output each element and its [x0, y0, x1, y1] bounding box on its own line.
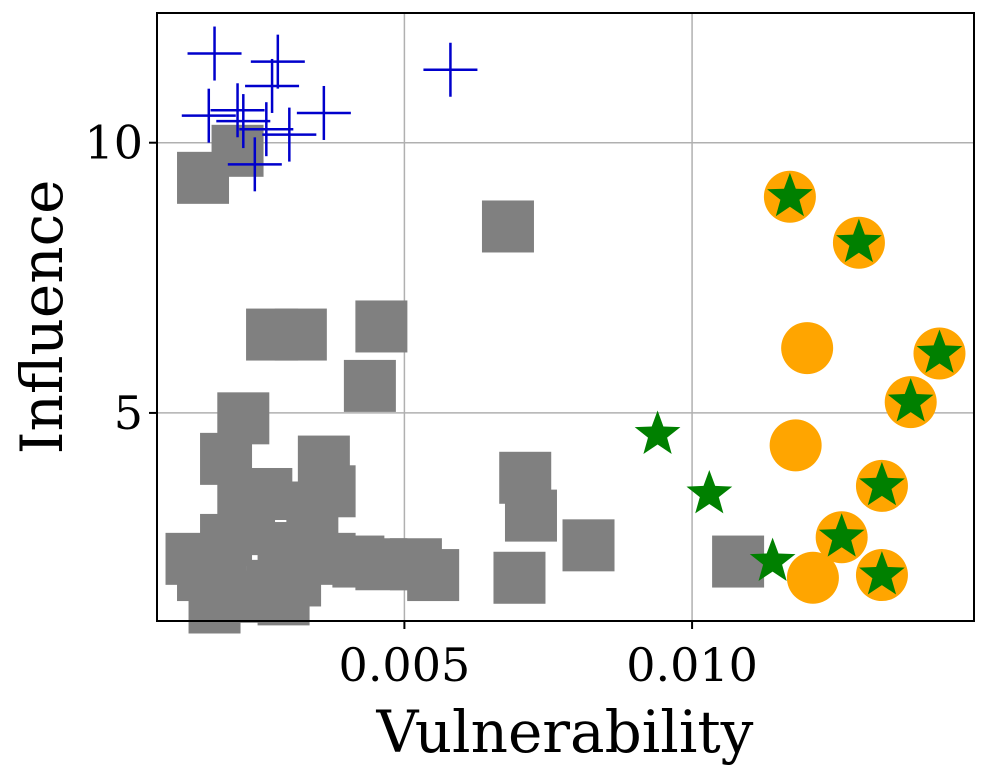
y-tick-label: 5 — [114, 386, 143, 440]
cross-point — [250, 34, 305, 89]
plot-frame — [156, 12, 975, 622]
star-point — [686, 470, 733, 514]
y-axis-label: Influence — [8, 180, 76, 455]
star-point — [916, 329, 963, 373]
series-plus — [181, 26, 478, 192]
circle-point — [769, 419, 822, 472]
cross-point — [262, 107, 317, 162]
series-square — [165, 124, 765, 634]
cross-point — [423, 42, 478, 97]
star-point — [767, 172, 813, 217]
cross-point — [187, 26, 242, 81]
square-point — [257, 573, 310, 626]
star-point — [887, 378, 934, 422]
cross-point — [181, 88, 236, 143]
square-point — [343, 359, 396, 412]
star-point — [859, 551, 905, 595]
cross-point — [245, 58, 300, 113]
cross-point — [216, 94, 271, 149]
square-point — [481, 200, 534, 253]
square-point — [562, 519, 615, 572]
cross-point — [296, 85, 351, 140]
circle-point — [781, 322, 834, 375]
cross-point — [227, 137, 282, 192]
x-axis-label: Vulnerability — [376, 698, 754, 766]
square-point — [407, 549, 460, 602]
star-point — [749, 537, 796, 581]
square-point — [188, 581, 241, 634]
star-point — [836, 218, 882, 263]
marks-layer — [165, 26, 966, 634]
square-point — [355, 300, 408, 353]
circle-point — [786, 551, 839, 604]
cross-point — [239, 102, 294, 157]
star-point — [859, 461, 905, 506]
square-point — [274, 308, 327, 361]
ticks-layer: 0.005 0.010 5 10 — [84, 116, 757, 692]
star-point — [818, 513, 865, 557]
series-star — [634, 172, 963, 595]
star-point — [634, 410, 681, 454]
square-point — [712, 535, 765, 588]
square-point — [493, 551, 546, 604]
x-tick-label: 0.010 — [626, 638, 758, 692]
cross-point — [210, 83, 265, 138]
y-tick-label: 10 — [84, 116, 143, 170]
square-point — [504, 489, 557, 542]
x-tick-label: 0.005 — [339, 638, 471, 692]
